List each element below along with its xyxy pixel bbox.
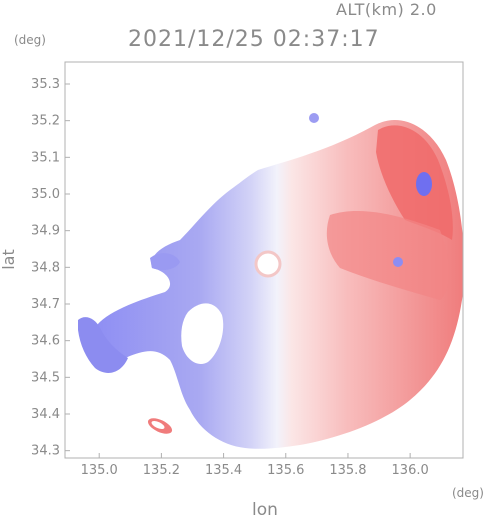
x-axis-unit: (deg)	[452, 486, 484, 500]
echo-west-patch-2	[150, 253, 180, 270]
timestamp: 2021/12/25 02:37:17	[128, 27, 380, 52]
y-tick-label: 34.3	[31, 444, 60, 459]
radar-site-ring	[254, 250, 282, 278]
axis-ticks: 35.3 35.2 35.1 35.0 34.9 34.8 34.7 34.6 34.5 34.4…	[31, 77, 429, 478]
y-tick-label: 34.6	[31, 334, 60, 349]
y-tick-label: 34.4	[31, 407, 60, 422]
y-tick-label: 35.3	[31, 77, 60, 92]
echo-blue-cell-2	[393, 257, 403, 267]
echo-west-patch	[78, 317, 128, 373]
echo-blue-cell-3	[309, 113, 319, 123]
y-tick-label: 34.8	[31, 260, 60, 275]
echo-field	[78, 113, 463, 449]
echo-main	[97, 120, 463, 449]
y-axis-unit: (deg)	[14, 33, 46, 47]
echo-sw-cell-core	[151, 420, 165, 430]
echo-gap	[181, 303, 224, 365]
x-tick-label: 136.0	[392, 463, 429, 478]
y-tick-label: 34.9	[31, 224, 60, 239]
x-axis-label: lon	[252, 500, 278, 520]
x-tick-label: 135.6	[267, 463, 304, 478]
echo-blue-cell	[416, 172, 432, 196]
y-tick-label: 35.2	[31, 114, 60, 129]
y-tick-label: 35.1	[31, 150, 60, 165]
echo-ne-core	[376, 125, 453, 240]
plot-frame	[64, 61, 464, 459]
x-tick-label: 135.4	[205, 463, 242, 478]
echo-e-band	[326, 210, 449, 300]
x-tick-label: 135.0	[81, 463, 118, 478]
x-tick-label: 135.8	[329, 463, 366, 478]
altitude-label: ALT(km) 2.0	[336, 0, 437, 19]
y-tick-label: 34.7	[31, 297, 60, 312]
y-tick-label: 35.0	[31, 187, 60, 202]
y-tick-label: 34.5	[31, 370, 60, 385]
x-tick-label: 135.2	[143, 463, 180, 478]
